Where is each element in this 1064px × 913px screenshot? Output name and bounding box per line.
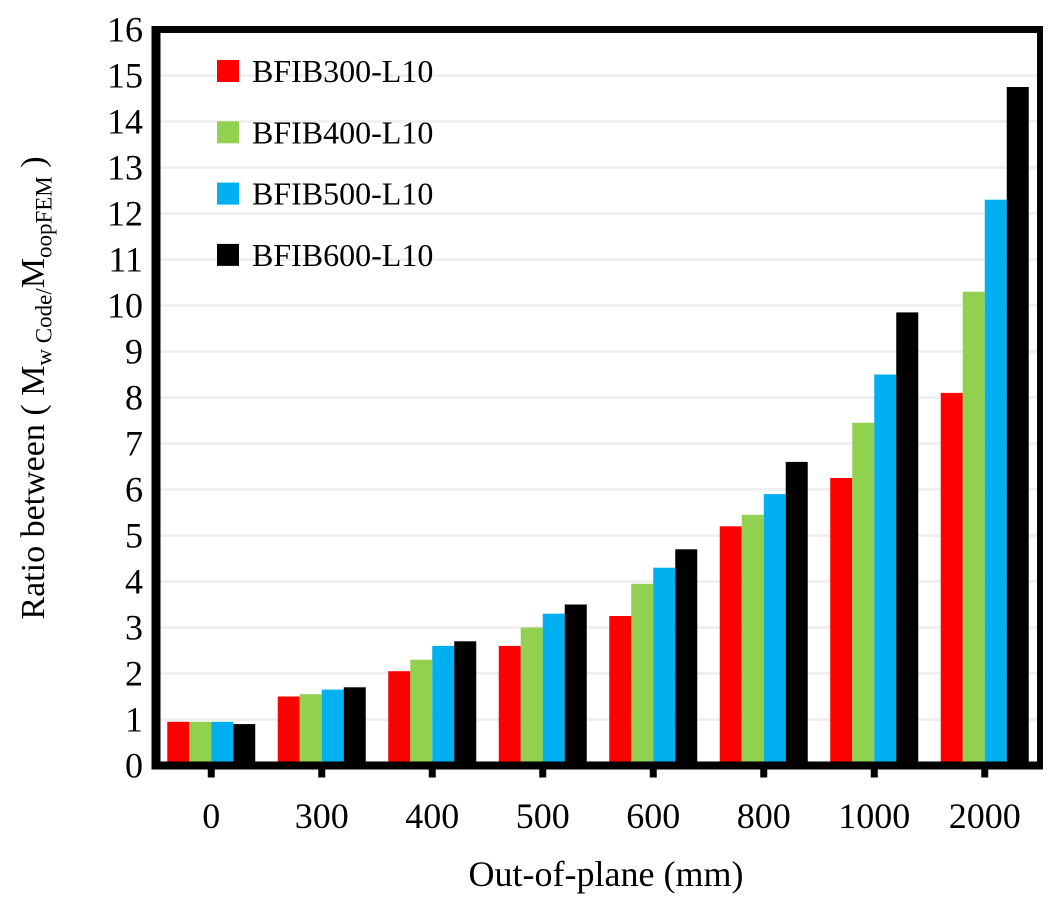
x-tick-label: 0 xyxy=(202,796,220,836)
bar xyxy=(542,613,565,766)
bar xyxy=(962,291,985,766)
bar xyxy=(454,641,477,766)
bar xyxy=(984,199,1007,766)
legend-label: BFIB600-L10 xyxy=(252,237,433,273)
legend-marker-BFIB400-L10 xyxy=(217,121,239,144)
bar xyxy=(211,721,234,766)
x-tick-mark xyxy=(870,769,878,778)
bar xyxy=(189,721,212,766)
x-tick-label: 2000 xyxy=(949,796,1021,836)
bar xyxy=(631,583,654,766)
x-tick-mark xyxy=(318,769,326,778)
x-tick-label: 500 xyxy=(516,796,570,836)
x-tick-mark xyxy=(649,769,657,778)
bar xyxy=(896,312,919,766)
y-tick-label: 3 xyxy=(125,608,143,648)
y-tick-label: 4 xyxy=(125,562,143,602)
legend-item: BFIB500-L10 xyxy=(217,176,433,212)
legend-marker-BFIB300-L10 xyxy=(217,60,239,82)
y-tick-label: 12 xyxy=(107,194,143,234)
y-tick-label: 0 xyxy=(125,746,143,786)
y-tick-label: 2 xyxy=(125,654,143,694)
legend-label: BFIB400-L10 xyxy=(252,114,433,150)
bar xyxy=(852,422,875,766)
legend-marker-BFIB600-L10 xyxy=(217,243,239,266)
y-tick-label: 6 xyxy=(125,470,143,510)
bar xyxy=(763,494,786,766)
y-tick-label: 8 xyxy=(125,378,143,418)
bar xyxy=(653,567,676,766)
x-tick-label: 300 xyxy=(295,796,349,836)
y-tick-label: 14 xyxy=(107,102,143,142)
bar xyxy=(233,724,256,766)
bar xyxy=(719,526,742,766)
bar xyxy=(432,645,455,766)
bar xyxy=(321,689,344,766)
bar xyxy=(520,627,543,766)
y-tick-label: 10 xyxy=(107,286,143,326)
y-tick-label: 16 xyxy=(107,10,143,50)
legend-marker-BFIB500-L10 xyxy=(217,182,239,205)
bar xyxy=(564,604,587,766)
bar xyxy=(785,461,808,766)
bar xyxy=(410,659,433,766)
legend-label: BFIB300-L10 xyxy=(252,53,433,89)
bar xyxy=(498,645,521,766)
y-tick-label: 9 xyxy=(125,332,143,372)
bar xyxy=(167,721,190,766)
y-tick-label: 5 xyxy=(125,516,143,556)
x-tick-label: 800 xyxy=(737,796,791,836)
bar xyxy=(299,694,322,766)
x-tick-mark xyxy=(760,769,768,778)
x-tick-mark xyxy=(539,769,547,778)
bar xyxy=(874,374,897,766)
bar xyxy=(940,392,963,766)
bar xyxy=(675,549,698,766)
x-tick-label: 1000 xyxy=(838,796,910,836)
y-tick-label: 1 xyxy=(125,700,143,740)
legend-item: BFIB400-L10 xyxy=(217,114,433,150)
legend-label: BFIB500-L10 xyxy=(252,176,433,212)
x-tick-mark xyxy=(207,769,215,778)
x-axis-title: Out-of-plane (mm) xyxy=(469,854,744,894)
x-tick-mark xyxy=(428,769,436,778)
x-tick-mark xyxy=(981,769,989,778)
bar xyxy=(1006,87,1029,766)
legend-item: BFIB300-L10 xyxy=(217,53,433,89)
bar xyxy=(609,616,632,766)
bar xyxy=(343,687,366,766)
legend-item: BFIB600-L10 xyxy=(217,237,433,273)
y-tick-label: 7 xyxy=(125,424,143,464)
y-tick-label: 11 xyxy=(108,240,143,280)
bar xyxy=(388,671,411,766)
y-tick-label: 13 xyxy=(107,148,143,188)
y-tick-label: 15 xyxy=(107,56,143,96)
bar xyxy=(741,514,764,766)
x-tick-label: 400 xyxy=(405,796,459,836)
bar xyxy=(277,696,300,766)
x-tick-label: 600 xyxy=(626,796,680,836)
bar xyxy=(830,478,853,766)
